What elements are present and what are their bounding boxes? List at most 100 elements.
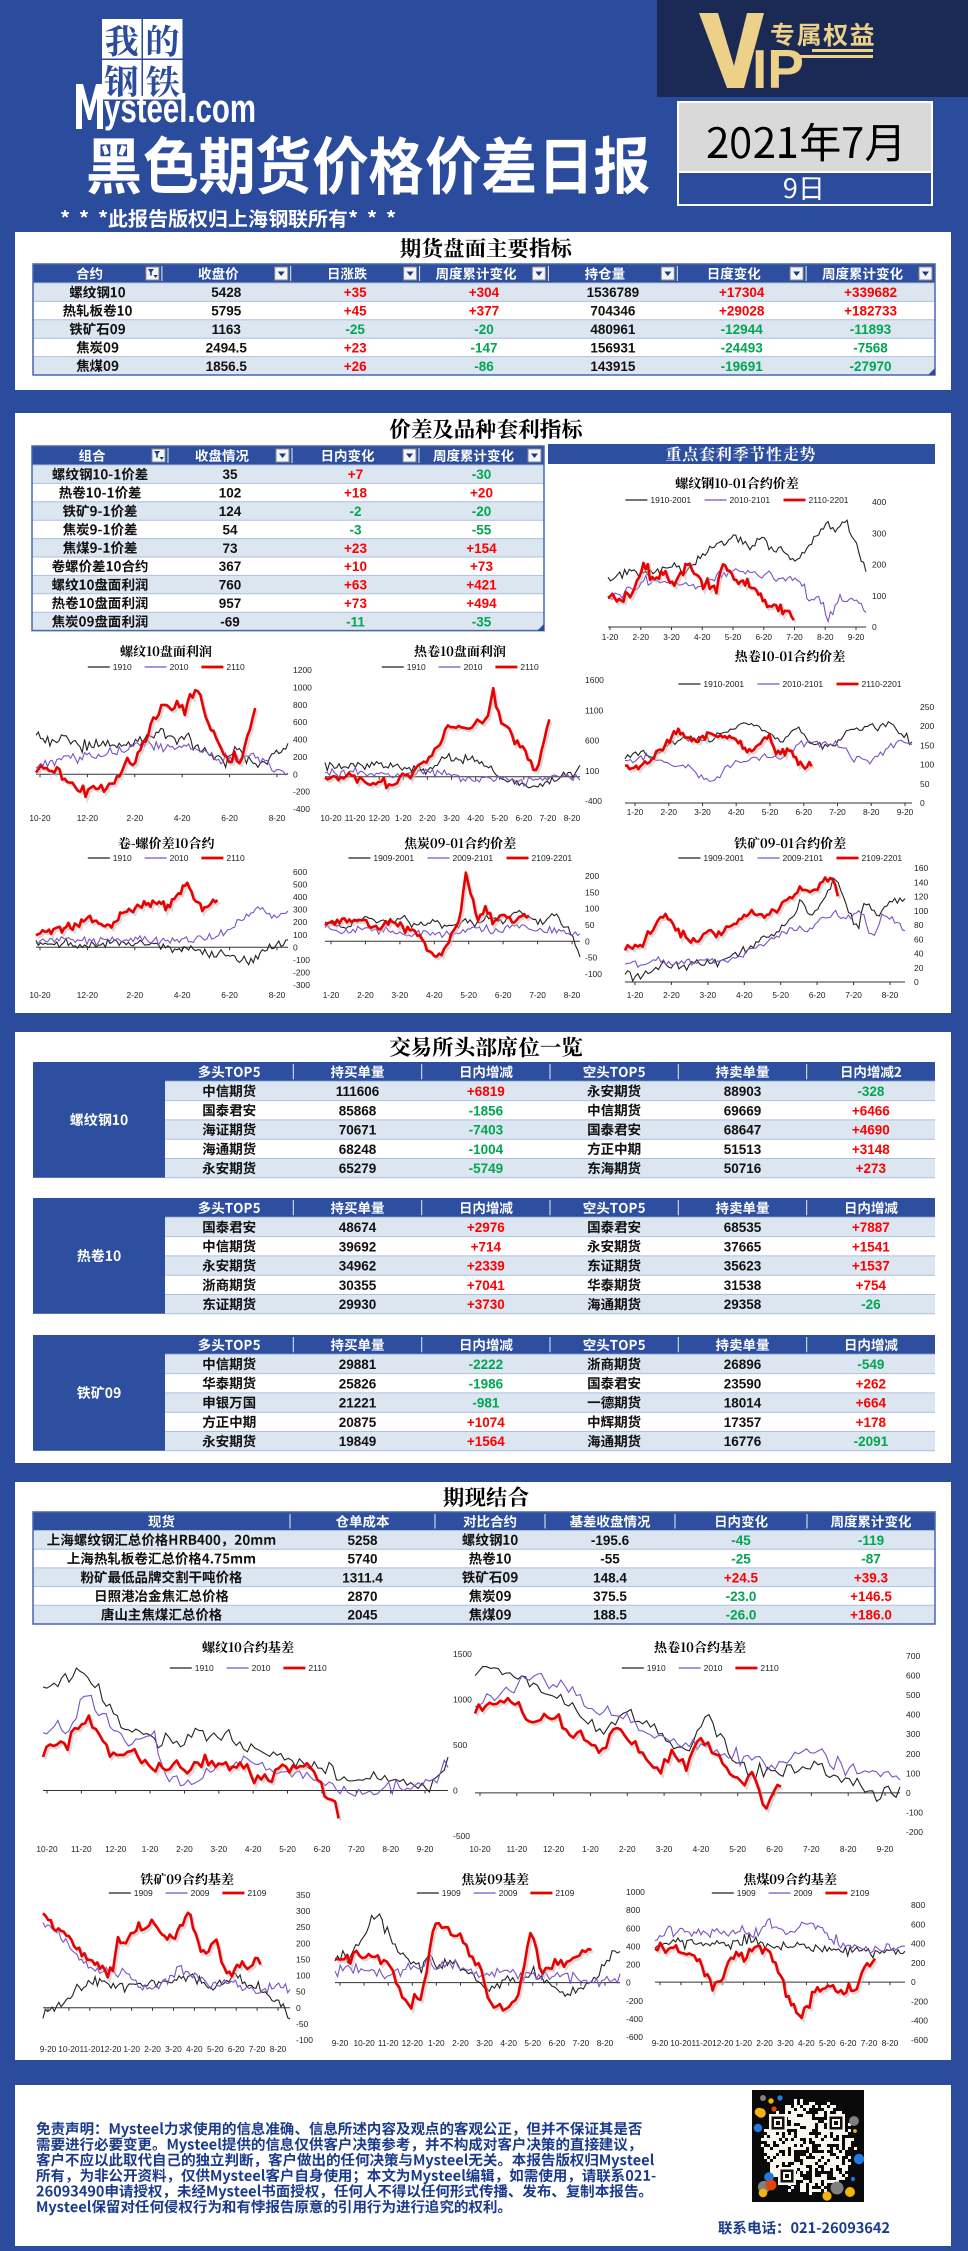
svg-text:400: 400 (293, 735, 307, 745)
svg-text:25826: 25826 (339, 1376, 377, 1391)
svg-text:-200: -200 (906, 1827, 923, 1837)
svg-text:9-20: 9-20 (40, 2044, 57, 2054)
svg-text:-2091: -2091 (854, 1434, 889, 1449)
svg-text:5-20: 5-20 (725, 632, 742, 642)
svg-text:-87: -87 (861, 1552, 881, 1567)
svg-text:2494.5: 2494.5 (206, 340, 248, 355)
svg-text:7-20: 7-20 (348, 1844, 365, 1854)
svg-text:800: 800 (911, 1900, 925, 1910)
svg-text:100: 100 (585, 904, 599, 914)
svg-text:+714: +714 (471, 1239, 502, 1254)
svg-text:12-20: 12-20 (77, 990, 99, 1000)
svg-text:8-20: 8-20 (382, 1844, 399, 1854)
svg-text:1536789: 1536789 (587, 285, 640, 300)
svg-text:2010-2101: 2010-2101 (782, 679, 823, 689)
svg-text:-400: -400 (911, 2016, 928, 2026)
svg-text:0: 0 (914, 977, 919, 987)
svg-text:10-20: 10-20 (469, 1844, 491, 1854)
svg-text:-23.0: -23.0 (726, 1589, 757, 1604)
svg-text:-328: -328 (857, 1084, 885, 1099)
svg-text:68248: 68248 (339, 1142, 377, 1157)
svg-text:-86: -86 (474, 359, 494, 374)
svg-text:30355: 30355 (339, 1278, 377, 1293)
svg-text:12-20: 12-20 (402, 2038, 424, 2048)
svg-text:-30: -30 (472, 467, 492, 482)
svg-text:6-20: 6-20 (495, 990, 512, 1000)
svg-text:-50: -50 (296, 2019, 309, 2029)
svg-text:3-20: 3-20 (694, 807, 711, 817)
svg-text:IP: IP (752, 38, 804, 100)
svg-text:2010: 2010 (252, 1663, 271, 1673)
svg-text:1910: 1910 (195, 1663, 214, 1673)
svg-text:11-20: 11-20 (692, 2038, 713, 2048)
svg-text:2-20: 2-20 (176, 1844, 193, 1854)
svg-text:+2339: +2339 (467, 1259, 505, 1274)
svg-text:500: 500 (293, 880, 307, 890)
svg-text:5740: 5740 (347, 1552, 377, 1567)
svg-text:-1856: -1856 (469, 1103, 504, 1118)
svg-text:3-20: 3-20 (211, 1844, 228, 1854)
svg-text:1-20: 1-20 (582, 1844, 599, 1854)
svg-text:1-20: 1-20 (602, 632, 619, 642)
svg-text:9-20: 9-20 (652, 2038, 669, 2048)
svg-text:88903: 88903 (724, 1084, 762, 1099)
svg-text:6-20: 6-20 (549, 2038, 566, 2048)
svg-text:+1564: +1564 (467, 1434, 505, 1449)
svg-text:6-20: 6-20 (314, 1844, 331, 1854)
svg-text:400: 400 (906, 1710, 920, 1720)
svg-text:2009: 2009 (794, 1888, 813, 1898)
svg-text:+1541: +1541 (852, 1239, 890, 1254)
svg-text:100: 100 (293, 930, 307, 940)
svg-text:5-20: 5-20 (819, 2038, 836, 2048)
svg-text:10-20: 10-20 (58, 2044, 80, 2054)
svg-text:+146.5: +146.5 (850, 1589, 892, 1604)
svg-text:-35: -35 (472, 614, 492, 629)
svg-text:150: 150 (920, 740, 934, 750)
svg-text:6-20: 6-20 (515, 813, 532, 823)
svg-text:+7887: +7887 (852, 1220, 890, 1235)
svg-text:-500: -500 (453, 1831, 470, 1841)
svg-text:100: 100 (914, 906, 928, 916)
svg-text:-26.0: -26.0 (726, 1608, 757, 1623)
svg-text:+664: +664 (856, 1396, 887, 1411)
svg-text:5428: 5428 (211, 285, 242, 300)
svg-text:200: 200 (293, 752, 307, 762)
svg-text:10-20: 10-20 (29, 813, 51, 823)
svg-text:-1986: -1986 (469, 1376, 504, 1391)
svg-text:2110-2201: 2110-2201 (809, 495, 849, 505)
svg-text:2110: 2110 (308, 1663, 327, 1673)
svg-text:7-20: 7-20 (845, 990, 862, 1000)
svg-text:2-20: 2-20 (126, 990, 143, 1000)
svg-text:3-20: 3-20 (392, 990, 409, 1000)
svg-text:+20: +20 (470, 486, 493, 501)
svg-text:+3148: +3148 (852, 1142, 890, 1157)
svg-text:11-20: 11-20 (80, 2044, 101, 2054)
svg-text:1000: 1000 (626, 1887, 645, 1897)
svg-text:600: 600 (906, 1671, 920, 1681)
svg-text:+4690: +4690 (852, 1123, 890, 1138)
svg-text:600: 600 (585, 736, 599, 746)
svg-text:8-20: 8-20 (863, 807, 880, 817)
svg-text:+339682: +339682 (844, 285, 897, 300)
svg-text:-2: -2 (349, 504, 361, 519)
svg-text:-5749: -5749 (469, 1161, 504, 1176)
svg-text:+186.0: +186.0 (850, 1608, 892, 1623)
svg-text:+29028: +29028 (719, 304, 765, 319)
svg-text:2110: 2110 (520, 662, 539, 672)
svg-text:0: 0 (293, 942, 298, 952)
svg-text:12-20: 12-20 (77, 813, 99, 823)
svg-text:200: 200 (293, 917, 307, 927)
svg-text:1100: 1100 (585, 705, 604, 715)
svg-text:80: 80 (914, 920, 924, 930)
svg-text:-100: -100 (293, 955, 310, 965)
svg-text:1200: 1200 (293, 665, 312, 675)
svg-text:600: 600 (626, 1923, 640, 1933)
svg-text:+154: +154 (466, 541, 497, 556)
svg-text:367: 367 (219, 559, 242, 574)
svg-text:0: 0 (920, 798, 925, 808)
svg-text:2109: 2109 (555, 1888, 574, 1898)
svg-text:11-20: 11-20 (345, 813, 366, 823)
svg-text:+7: +7 (348, 467, 363, 482)
svg-text:1-20: 1-20 (627, 807, 644, 817)
svg-text:-2222: -2222 (469, 1357, 504, 1372)
